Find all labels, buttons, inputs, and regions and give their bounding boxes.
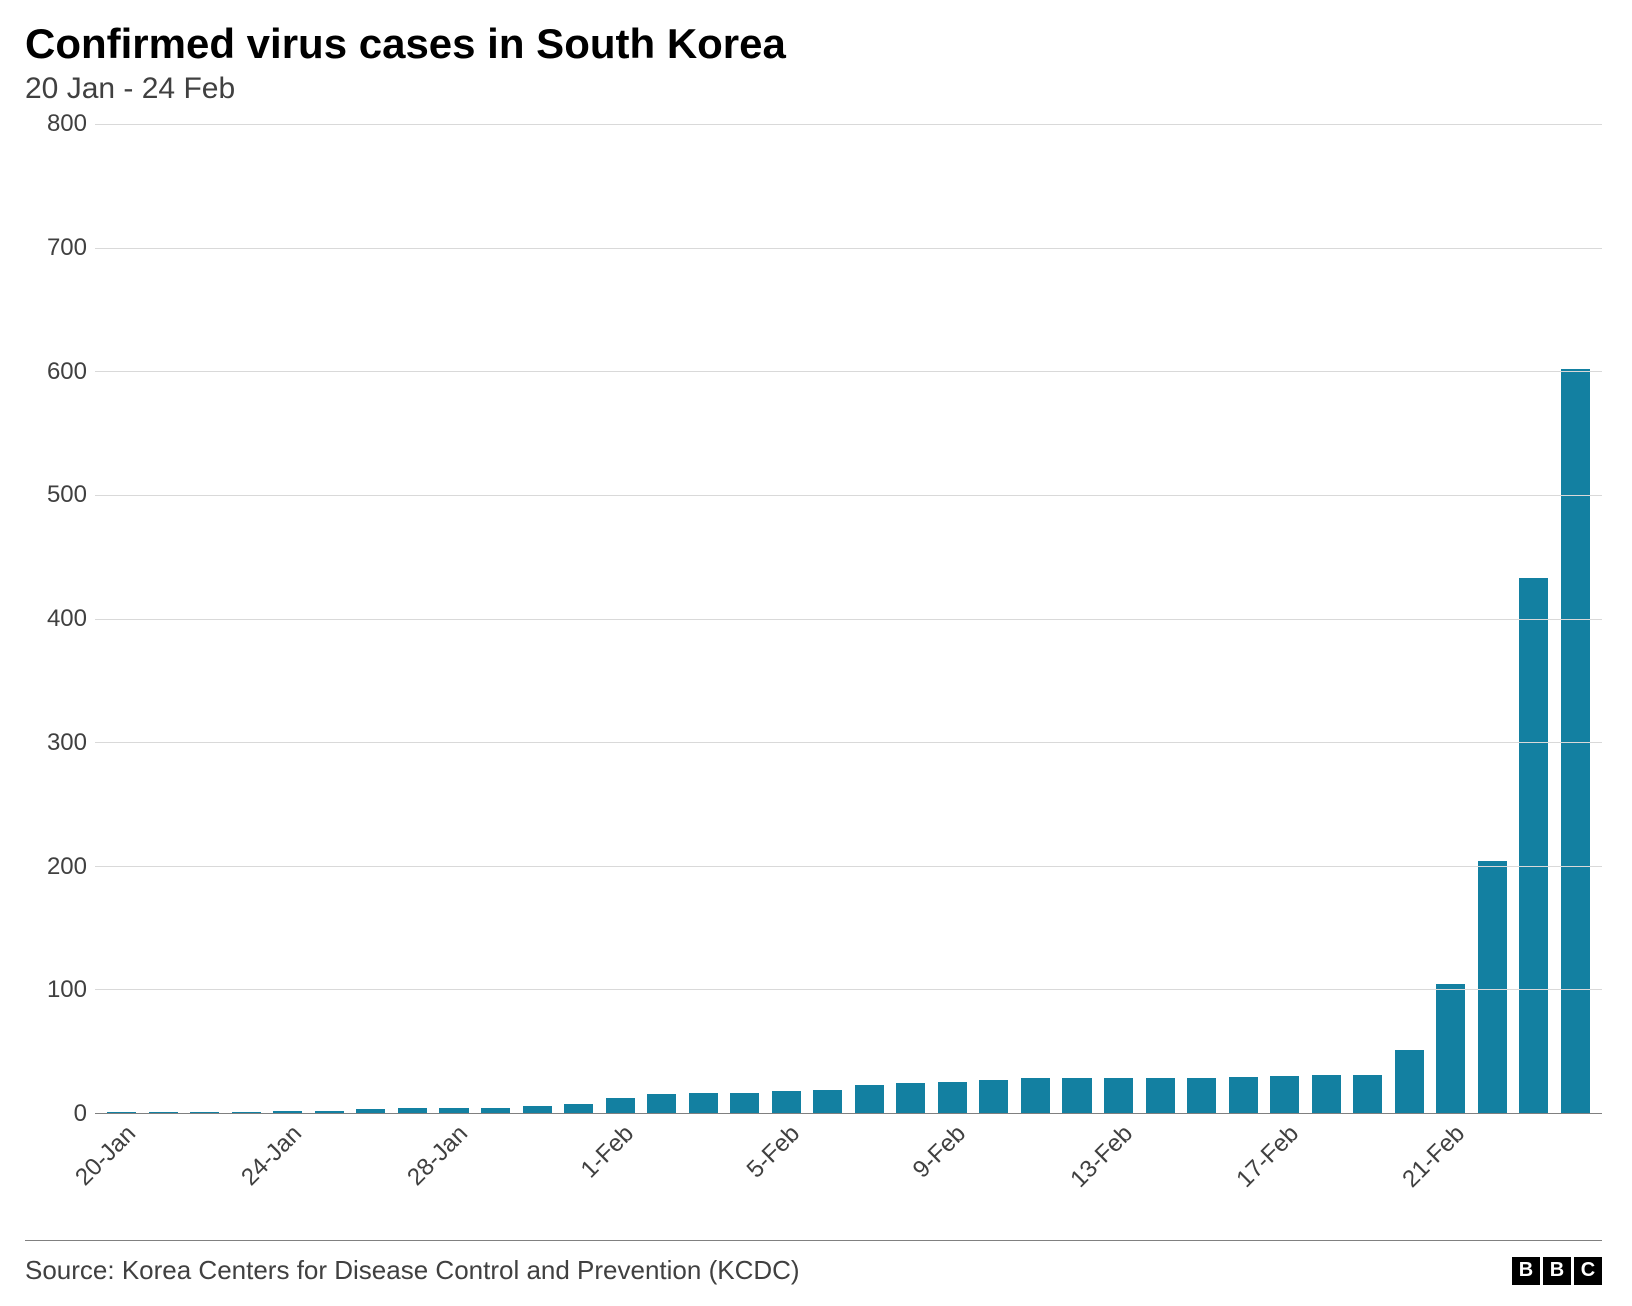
gridline — [95, 248, 1602, 249]
y-tick-label: 100 — [47, 976, 87, 1004]
bar — [1519, 578, 1548, 1113]
bar — [107, 1112, 136, 1113]
x-tick-slot — [973, 1120, 1015, 1230]
y-tick-label: 300 — [47, 729, 87, 757]
x-tick-slot — [1513, 1120, 1555, 1230]
x-tick-slot — [1555, 1120, 1597, 1230]
bar — [979, 1080, 1008, 1113]
x-tick-slot — [1305, 1120, 1347, 1230]
bar — [1561, 369, 1590, 1113]
bar — [689, 1093, 718, 1113]
bar — [1104, 1078, 1133, 1113]
bar — [730, 1093, 759, 1113]
bar — [232, 1112, 261, 1113]
x-tick-slot — [309, 1120, 351, 1230]
x-tick-slot: 24-Jan — [267, 1120, 309, 1230]
bar — [1187, 1078, 1216, 1113]
chart-container: 0100200300400500600700800 20-Jan24-Jan28… — [25, 124, 1602, 1230]
bar — [896, 1083, 925, 1113]
bar — [1021, 1078, 1050, 1113]
bar — [356, 1109, 385, 1113]
y-tick-label: 400 — [47, 605, 87, 633]
bar — [855, 1085, 884, 1113]
x-tick-slot — [1015, 1120, 1057, 1230]
x-tick-slot: 28-Jan — [433, 1120, 475, 1230]
x-tick-slot — [516, 1120, 558, 1230]
gridline — [95, 124, 1602, 125]
bbc-logo-letter: B — [1543, 1257, 1571, 1285]
bar — [1229, 1077, 1258, 1113]
bar — [439, 1108, 468, 1113]
bar — [1478, 861, 1507, 1113]
gridline — [95, 866, 1602, 867]
plot-row: 0100200300400500600700800 — [25, 124, 1602, 1114]
x-tick-slot — [143, 1120, 185, 1230]
chart-footer: Source: Korea Centers for Disease Contro… — [25, 1240, 1602, 1286]
bar — [523, 1106, 552, 1113]
plot-area — [95, 124, 1602, 1114]
y-axis: 0100200300400500600700800 — [25, 124, 95, 1114]
x-tick-slot — [849, 1120, 891, 1230]
bar — [1353, 1075, 1382, 1113]
bar — [1270, 1076, 1299, 1113]
bar — [606, 1098, 635, 1113]
bbc-logo: BBC — [1512, 1257, 1602, 1285]
x-tick-slot — [1472, 1120, 1514, 1230]
bar — [190, 1112, 219, 1113]
chart-title: Confirmed virus cases in South Korea — [25, 20, 1602, 68]
x-tick-slot: 5-Feb — [766, 1120, 808, 1230]
x-tick-slot — [184, 1120, 226, 1230]
gridline — [95, 371, 1602, 372]
bar — [564, 1104, 593, 1113]
x-tick-slot — [475, 1120, 517, 1230]
y-tick-label: 200 — [47, 853, 87, 881]
x-tick-slot — [682, 1120, 724, 1230]
bar — [938, 1082, 967, 1113]
chart-subtitle: 20 Jan - 24 Feb — [25, 72, 1602, 106]
x-tick-slot — [641, 1120, 683, 1230]
bbc-logo-letter: B — [1512, 1257, 1540, 1285]
bbc-logo-letter: C — [1574, 1257, 1602, 1285]
x-tick-slot — [807, 1120, 849, 1230]
bar — [647, 1094, 676, 1113]
bar — [1436, 984, 1465, 1113]
bar — [149, 1112, 178, 1113]
bar — [1395, 1050, 1424, 1113]
y-tick-label: 800 — [47, 110, 87, 138]
gridline — [95, 742, 1602, 743]
bar — [1062, 1078, 1091, 1113]
x-tick-slot: 1-Feb — [599, 1120, 641, 1230]
bar — [1312, 1075, 1341, 1113]
gridline — [95, 495, 1602, 496]
chart-page: Confirmed virus cases in South Korea 20 … — [0, 0, 1632, 1306]
x-tick-slot — [1139, 1120, 1181, 1230]
bar — [813, 1090, 842, 1113]
x-tick-slot: 13-Feb — [1098, 1120, 1140, 1230]
x-tick-slot: 20-Jan — [101, 1120, 143, 1230]
y-tick-label: 0 — [74, 1100, 87, 1128]
x-tick-slot — [1181, 1120, 1223, 1230]
bar — [273, 1111, 302, 1113]
x-tick-slot: 21-Feb — [1430, 1120, 1472, 1230]
y-tick-label: 600 — [47, 358, 87, 386]
y-tick-label: 500 — [47, 481, 87, 509]
bar — [1146, 1078, 1175, 1113]
gridline — [95, 619, 1602, 620]
x-tick-slot — [1347, 1120, 1389, 1230]
bar — [315, 1111, 344, 1113]
bar — [772, 1091, 801, 1113]
x-tick-slot — [350, 1120, 392, 1230]
source-text: Source: Korea Centers for Disease Contro… — [25, 1255, 800, 1286]
bar — [481, 1108, 510, 1113]
gridline — [95, 989, 1602, 990]
y-tick-label: 700 — [47, 234, 87, 262]
bar — [398, 1108, 427, 1113]
x-axis-row: 20-Jan 24-Jan 28-Jan 1-Feb 5-Feb 9-Feb 13-Feb 1… — [25, 1120, 1602, 1230]
x-tick-slot: 9-Feb — [932, 1120, 974, 1230]
x-axis: 20-Jan 24-Jan 28-Jan 1-Feb 5-Feb 9-Feb 13-Feb 1… — [95, 1120, 1602, 1230]
x-tick-slot: 17-Feb — [1264, 1120, 1306, 1230]
